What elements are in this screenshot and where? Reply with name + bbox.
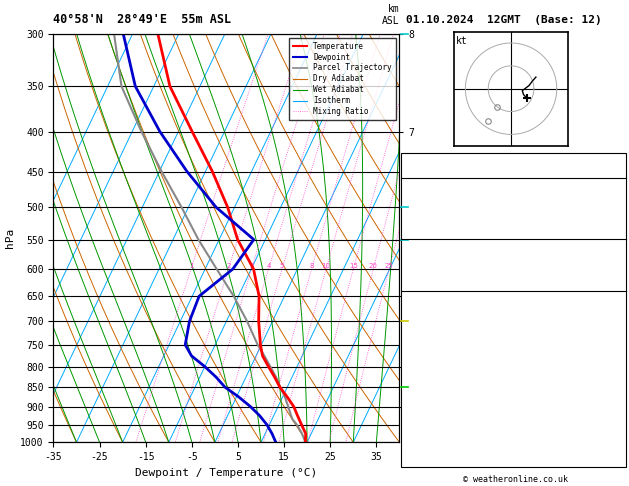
Text: 2: 2 — [226, 263, 231, 269]
Text: 25: 25 — [385, 263, 393, 269]
Text: 5: 5 — [280, 263, 284, 269]
Text: K: K — [406, 156, 413, 166]
Text: LCL: LCL — [403, 415, 418, 424]
Text: Totals Totals: Totals Totals — [406, 165, 484, 175]
Text: Most Unstable: Most Unstable — [474, 240, 553, 250]
Text: PW (cm): PW (cm) — [406, 174, 448, 185]
Text: 318: 318 — [604, 259, 623, 269]
Text: EH: EH — [406, 301, 418, 311]
Text: 0: 0 — [616, 278, 623, 288]
Text: Hodograph: Hodograph — [487, 292, 540, 301]
Text: θᵀ (K): θᵀ (K) — [406, 259, 442, 269]
Text: -15: -15 — [604, 156, 623, 166]
Text: kt: kt — [456, 36, 468, 46]
Text: CIN (J): CIN (J) — [406, 287, 448, 297]
Text: 20: 20 — [369, 263, 377, 269]
Text: 15: 15 — [349, 263, 358, 269]
Text: Pressure (mb): Pressure (mb) — [406, 249, 484, 260]
Legend: Temperature, Dewpoint, Parcel Trajectory, Dry Adiabat, Wet Adiabat, Isotherm, Mi: Temperature, Dewpoint, Parcel Trajectory… — [289, 38, 396, 120]
X-axis label: Dewpoint / Temperature (°C): Dewpoint / Temperature (°C) — [135, 468, 318, 478]
Y-axis label: hPa: hPa — [4, 228, 14, 248]
Text: 9: 9 — [616, 217, 623, 226]
Text: 4: 4 — [266, 263, 270, 269]
Text: CAPE (J): CAPE (J) — [406, 278, 454, 288]
Text: 0: 0 — [616, 226, 623, 236]
Text: Surface: Surface — [493, 179, 535, 189]
Text: CAPE (J): CAPE (J) — [406, 226, 454, 236]
Text: -17: -17 — [604, 301, 623, 311]
Text: CIN (J): CIN (J) — [406, 236, 448, 245]
Text: 19.6: 19.6 — [599, 188, 623, 198]
Text: 9: 9 — [616, 268, 623, 278]
Text: 0: 0 — [616, 287, 623, 297]
Text: © weatheronline.co.uk: © weatheronline.co.uk — [464, 474, 568, 484]
Text: km
ASL: km ASL — [382, 4, 399, 26]
Text: Dewp (°C): Dewp (°C) — [406, 198, 460, 208]
Text: 1: 1 — [189, 263, 193, 269]
Text: 301°: 301° — [599, 320, 623, 330]
Text: 8: 8 — [309, 263, 314, 269]
Text: 318: 318 — [604, 207, 623, 217]
Text: 29: 29 — [611, 165, 623, 175]
Text: 3: 3 — [249, 263, 253, 269]
Text: 10: 10 — [321, 263, 331, 269]
Text: Lifted Index: Lifted Index — [406, 268, 478, 278]
Text: Lifted Index: Lifted Index — [406, 217, 478, 226]
Text: 0: 0 — [616, 236, 623, 245]
Text: StmDir: StmDir — [406, 320, 442, 330]
Text: Temp (°C): Temp (°C) — [406, 188, 460, 198]
Text: 40°58'N  28°49'E  55m ASL: 40°58'N 28°49'E 55m ASL — [53, 13, 231, 26]
Text: 1.74: 1.74 — [599, 174, 623, 185]
Text: 19: 19 — [611, 311, 623, 320]
Text: StmSpd (kt): StmSpd (kt) — [406, 330, 472, 339]
Text: 13.2: 13.2 — [599, 198, 623, 208]
Text: 01.10.2024  12GMT  (Base: 12): 01.10.2024 12GMT (Base: 12) — [406, 15, 601, 25]
Text: 1011: 1011 — [599, 249, 623, 260]
Text: θᵀ(K): θᵀ(K) — [406, 207, 437, 217]
Text: SREH: SREH — [406, 311, 430, 320]
Text: 8: 8 — [616, 330, 623, 339]
